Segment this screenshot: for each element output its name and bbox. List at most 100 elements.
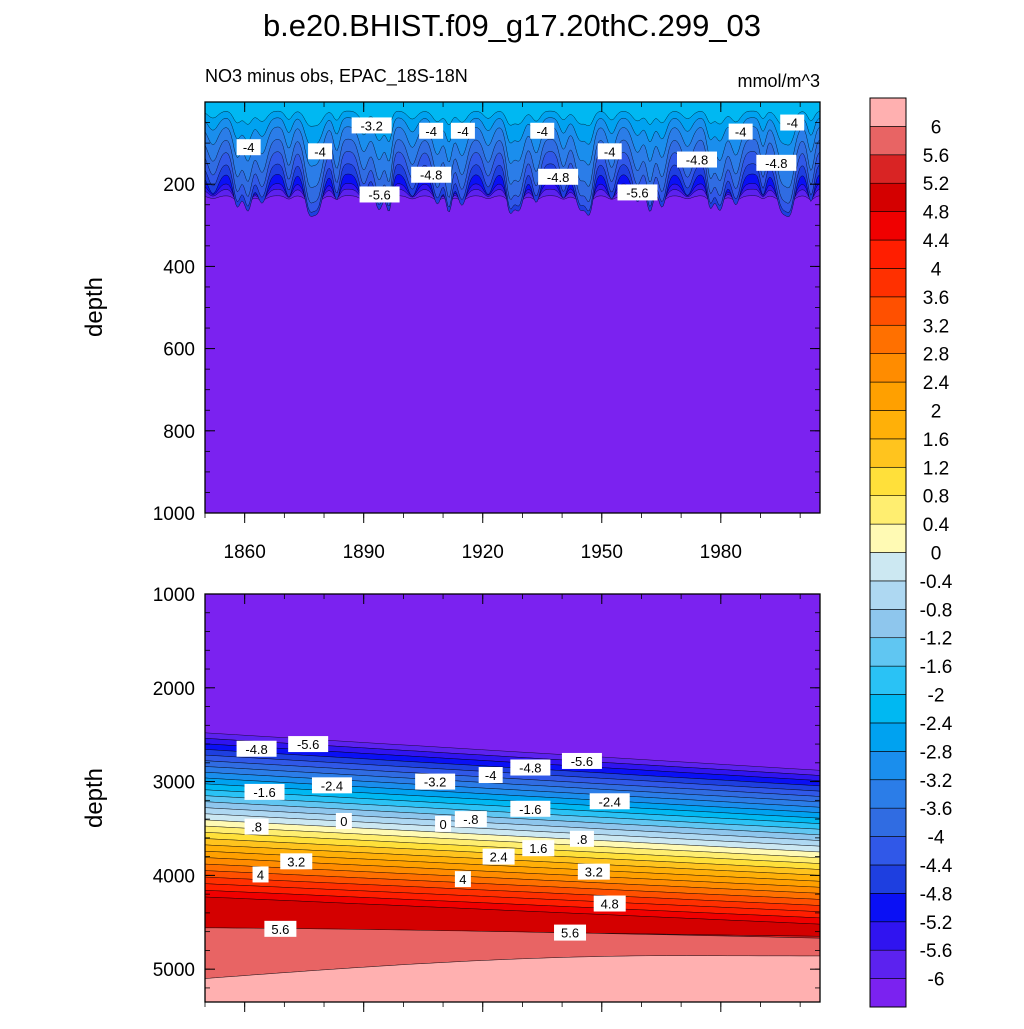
bottom-contour-label-6: -4.8 [510, 759, 551, 776]
bottom-contour-label-box-15 [252, 866, 269, 883]
y-tick-label-4: 5000 [153, 960, 195, 981]
colorbar-label-3: -4.8 [920, 884, 953, 905]
top-contour-label-box-9 [597, 143, 622, 160]
colorbar-label-27: 4.8 [923, 203, 949, 224]
bottom-contour-label-box-12 [510, 800, 551, 817]
colorbar-box-16 [869, 523, 907, 553]
top-contour-label-box-8 [538, 168, 579, 185]
y-tick-label-4: 1000 [153, 504, 195, 525]
bottom-contour-label-text-0: -4.8 [245, 742, 267, 757]
top-contour-label-3: -4 [419, 122, 444, 139]
bottom-contour-label-0: -4.8 [236, 740, 277, 757]
colorbar-box-6 [869, 807, 907, 837]
bottom-contour-label-18: .8 [569, 830, 594, 847]
top-contour-label-13: -4 [780, 114, 805, 131]
top-contour-label-text-4: -4 [457, 124, 469, 139]
colorbar-box-29 [869, 154, 907, 184]
y-tick-label-0: 1000 [153, 585, 195, 606]
x-tick-label-2: 1920 [462, 542, 504, 563]
bottom-contour-label-text-18: .8 [577, 832, 588, 847]
bottom-contour-label-box-3 [311, 777, 352, 794]
colorbar-label-5: -4 [928, 828, 945, 849]
bottom-y-axis-label: depth [81, 768, 108, 828]
bottom-contour-label-text-10: 0 [439, 817, 446, 832]
bottom-contour-label-16: 2.4 [482, 848, 515, 865]
top-contour-label-8: -4.8 [538, 168, 579, 185]
top-contour-label-text-7: -4 [536, 124, 548, 139]
colorbar-label-14: -0.4 [920, 572, 953, 593]
colorbar-label-11: -1.6 [920, 657, 953, 678]
colorbar-box-17 [869, 495, 907, 525]
colorbar-box-2 [869, 921, 907, 951]
colorbar-box-14 [869, 580, 907, 610]
bottom-contour-label-text-23: 5.6 [561, 926, 579, 941]
top-contour-label-text-2: -4 [314, 144, 326, 159]
bottom-contour-label-text-16: 2.4 [490, 850, 508, 865]
top-contour-label-text-6: -5.6 [368, 187, 390, 202]
top-contour-label-text-5: -4.8 [420, 168, 442, 183]
bottom-band-6 [205, 955, 820, 1002]
colorbar-box-22 [869, 353, 907, 383]
bottom-contour-label-3: -2.4 [311, 777, 352, 794]
top-contour-label-14: -4.8 [756, 154, 797, 171]
top-contour-label-text-13: -4 [786, 116, 798, 131]
colorbar-box-15 [869, 552, 907, 582]
top-contour-label-1: -3.2 [351, 117, 392, 134]
colorbar-label-0: -6 [928, 970, 945, 991]
y-tick-label-1: 400 [163, 257, 195, 278]
bottom-contour-label-box-11 [454, 811, 487, 828]
colorbar-box-8 [869, 751, 907, 781]
top-contour-label-box-11 [677, 151, 717, 168]
colorbar-label-7: -3.2 [920, 771, 953, 792]
bottom-contour-label-text-17: 1.6 [529, 841, 547, 856]
top-contour-label-text-8: -4.8 [547, 170, 569, 185]
top-y-axis-label: depth [81, 277, 108, 337]
colorbar-label-16: 0.4 [923, 515, 950, 536]
top-contour-label-7: -4 [530, 122, 555, 139]
colorbar-label-1: -5.6 [920, 941, 953, 962]
colorbar-label-2: -5.2 [920, 913, 953, 934]
colorbar-box-31 [869, 97, 907, 127]
colorbar-box-11 [869, 665, 907, 695]
top-contour-label-text-10: -5.6 [626, 185, 648, 200]
bottom-contour-label-22: 5.6 [264, 920, 297, 937]
top-contour-label-text-9: -4 [604, 144, 616, 159]
top-contour-labels: -4 -3.2 -4 -4 -4 -4.8 -5.6 -4 -4.8 -4 -5.6 -4.8 -4 -4… [236, 114, 805, 203]
bottom-contour-label-text-3: -2.4 [321, 778, 343, 793]
colorbar-label-17: 0.8 [923, 487, 949, 508]
bottom-contour-label-5: -4 [478, 767, 503, 784]
bottom-contour-label-box-17 [522, 840, 555, 857]
bottom-panel-frame [204, 593, 821, 1003]
top-contour-label-11: -4.8 [677, 151, 717, 168]
chart-title: b.e20.BHIST.f09_g17.20thC.299_03 [263, 8, 761, 43]
bottom-contour-label-text-6: -4.8 [519, 761, 541, 776]
bottom-contour-fills [205, 732, 820, 1002]
bottom-contour-label-14: 3.2 [280, 853, 313, 870]
bottom-contour-label-box-7 [561, 752, 602, 769]
bottom-contour-label-box-0 [236, 740, 277, 757]
colorbar-label-26: 4.4 [923, 231, 950, 252]
colorbar-label-6: -3.6 [920, 799, 953, 820]
colorbar-label-28: 5.2 [923, 174, 949, 195]
colorbar-label-19: 1.6 [923, 430, 949, 451]
y-tick-label-3: 800 [163, 422, 195, 443]
bottom-contour-label-text-19: 3.2 [585, 865, 603, 880]
bottom-contour-label-13: -2.4 [589, 793, 630, 810]
x-tick-label-0: 1860 [224, 542, 266, 563]
bottom-contour-label-10: 0 [435, 815, 452, 832]
bottom-contour-label-box-6 [510, 759, 551, 776]
y-tick-label-3: 4000 [153, 866, 195, 887]
bottom-contour-label-box-22 [264, 920, 297, 937]
bottom-contour-label-box-5 [478, 767, 503, 784]
bottom-contour-label-text-1: -5.6 [297, 737, 319, 752]
colorbar-box-1 [869, 949, 907, 979]
top-plot-area [205, 102, 820, 513]
bottom-contour-label-17: 1.6 [522, 840, 555, 857]
top-contour-label-6: -5.6 [359, 186, 400, 203]
bottom-contour-label-text-8: .8 [251, 820, 262, 835]
bottom-contour-label-19: 3.2 [577, 863, 610, 880]
colorbar-box-26 [869, 239, 907, 269]
x-tick-label-3: 1950 [581, 542, 623, 563]
colorbar-label-29: 5.6 [923, 146, 949, 167]
